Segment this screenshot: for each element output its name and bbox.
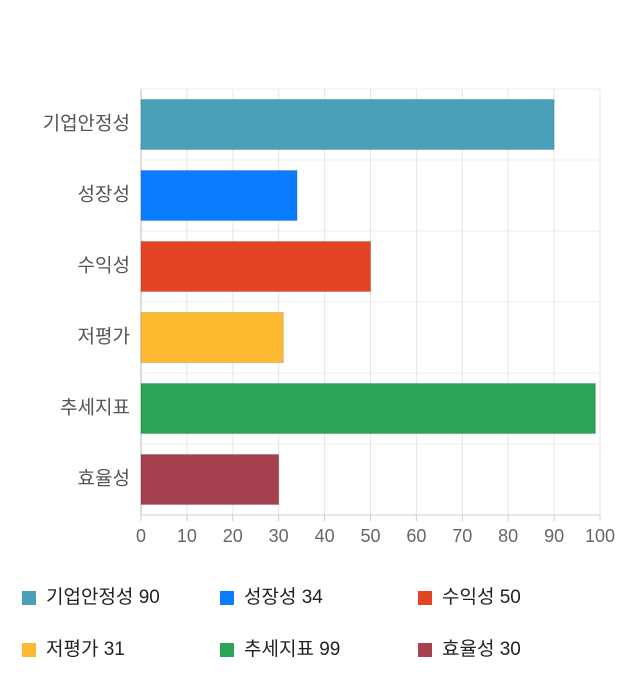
- x-tick-label: 50: [360, 526, 380, 546]
- legend-name: 효율성: [442, 638, 494, 660]
- legend-name: 기업안정성: [46, 586, 133, 608]
- legend-item: 저평가 31: [22, 638, 125, 660]
- legend-label: 효율성 30: [442, 638, 521, 660]
- bar: [140, 454, 280, 505]
- bar: [140, 170, 298, 221]
- legend-label: 추세지표 99: [244, 638, 340, 660]
- legend-swatch: [418, 591, 432, 605]
- legend-swatch: [220, 643, 234, 657]
- x-tick-label: 20: [223, 526, 243, 546]
- y-tick-label: 저평가: [78, 326, 130, 348]
- legend-name: 추세지표: [244, 638, 314, 660]
- x-tick-label: 90: [544, 526, 564, 546]
- legend-swatch: [220, 591, 234, 605]
- y-tick-label: 추세지표: [60, 397, 130, 419]
- legend-item: 기업안정성 90: [22, 586, 160, 608]
- y-tick-label: 성장성: [78, 184, 130, 206]
- x-tick-label: 100: [585, 526, 615, 546]
- legend-item: 성장성 34: [220, 586, 323, 608]
- legend-swatch: [22, 591, 36, 605]
- legend-label: 성장성 34: [244, 586, 323, 608]
- legend-value: 50: [500, 587, 521, 608]
- x-tick-label: 70: [452, 526, 472, 546]
- x-tick-label: 10: [177, 526, 197, 546]
- legend-label: 수익성 50: [442, 586, 521, 608]
- legend-item: 수익성 50: [418, 586, 521, 608]
- legend-item: 효율성 30: [418, 638, 521, 660]
- bar: [140, 241, 371, 292]
- legend-name: 성장성: [244, 586, 296, 608]
- bar: [140, 99, 555, 150]
- x-tick-label: 30: [269, 526, 289, 546]
- legend-label: 기업안정성 90: [46, 586, 160, 608]
- bar: [140, 312, 284, 363]
- legend-name: 저평가: [46, 638, 98, 660]
- x-tick-label: 80: [498, 526, 518, 546]
- y-tick-label: 기업안정성: [43, 113, 130, 135]
- bar: [140, 383, 596, 434]
- y-tick-label: 효율성: [78, 468, 130, 490]
- legend-value: 31: [104, 639, 125, 660]
- legend-name: 수익성: [442, 586, 494, 608]
- legend-item: 추세지표 99: [220, 638, 340, 660]
- x-tick-label: 60: [406, 526, 426, 546]
- legend-value: 99: [319, 639, 340, 660]
- legend-value: 34: [302, 587, 324, 608]
- x-tick-label: 40: [315, 526, 335, 546]
- y-tick-label: 수익성: [78, 255, 130, 277]
- legend-value: 90: [139, 587, 160, 608]
- legend-value: 30: [500, 639, 521, 660]
- legend-swatch: [418, 643, 432, 657]
- legend-label: 저평가 31: [46, 638, 125, 660]
- legend-swatch: [22, 643, 36, 657]
- x-tick-label: 0: [136, 526, 146, 546]
